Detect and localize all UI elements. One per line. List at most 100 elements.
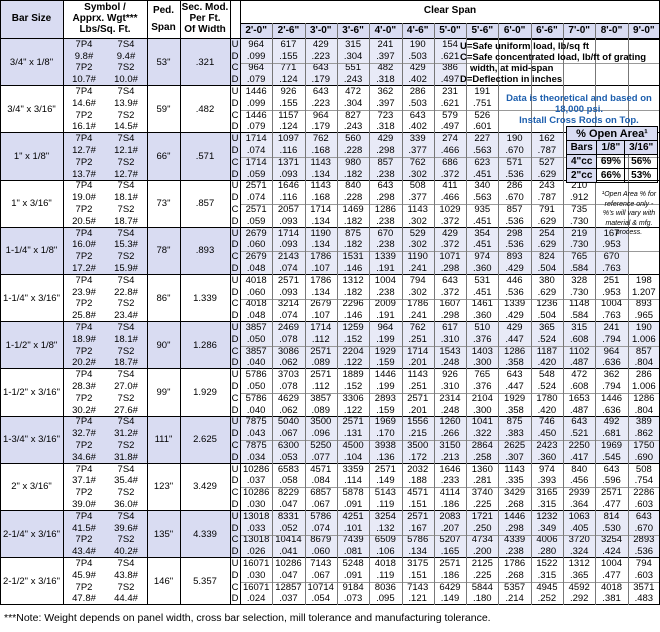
grid-line — [433, 23, 435, 606]
value: 1646 — [272, 180, 305, 193]
open-area-cell: 56% — [624, 154, 658, 169]
symbol: 9.4# — [105, 50, 147, 63]
open-area-row: 4"cc 69% 56% — [565, 154, 658, 169]
symbol: 40.2# — [105, 546, 147, 559]
value: 5207 — [433, 534, 467, 547]
grid-line — [240, 251, 660, 253]
value: .466 — [433, 145, 467, 157]
value: .862 — [627, 428, 660, 441]
grid-line — [240, 23, 660, 24]
value: 3857 — [240, 345, 273, 358]
value: .300 — [466, 404, 499, 417]
value: .315 — [530, 499, 564, 511]
value: 389 — [627, 416, 660, 429]
value: 2104 — [466, 393, 499, 405]
sec-mod: .321 — [180, 39, 230, 87]
ped-span: 146" — [147, 558, 180, 606]
value: .524 — [530, 334, 564, 346]
value: 560 — [336, 133, 370, 146]
value: 198 — [627, 275, 660, 287]
value: .191 — [369, 310, 402, 323]
value: .099 — [240, 50, 273, 63]
value: 3214 — [272, 298, 305, 311]
value: .487 — [563, 404, 596, 417]
value: .621 — [433, 50, 467, 63]
line-label: U — [230, 416, 240, 429]
value: 2939 — [563, 487, 596, 500]
value: .104 — [336, 452, 370, 464]
ped-span: 78" — [147, 227, 180, 275]
value: 4945 — [530, 581, 564, 594]
value: 167 — [595, 227, 628, 240]
symbol: 7P4 — [63, 322, 105, 334]
value: 2571 — [336, 416, 370, 429]
value: 1446 — [240, 109, 273, 122]
line-label: D — [230, 334, 240, 346]
span-header: 3'-6" — [336, 24, 370, 38]
bar-size: 1-3/4" x 3/16" — [0, 416, 63, 464]
value: 1714 — [240, 133, 273, 146]
sec-mod: .857 — [180, 180, 230, 228]
value: 429 — [433, 227, 467, 240]
grid-line — [240, 204, 660, 206]
value: 190 — [498, 133, 531, 146]
value: 1312 — [336, 275, 370, 287]
symbol: 7P2 — [63, 487, 105, 500]
symbol: 7S4 — [105, 463, 147, 476]
value: 5844 — [466, 581, 499, 594]
value: 1148 — [563, 298, 596, 311]
note: ***Note: Weight depends on panel width, … — [4, 612, 491, 625]
value: 840 — [563, 463, 596, 476]
value: .074 — [272, 310, 305, 323]
value: 1004 — [595, 298, 628, 311]
value: 508 — [627, 463, 660, 476]
value: 3740 — [466, 487, 499, 500]
symbol: 7S4 — [105, 369, 147, 382]
line-label: C — [230, 534, 240, 547]
value: 2571 — [433, 558, 467, 570]
value: 1286 — [627, 393, 660, 405]
span-header: 2'-0" — [240, 24, 273, 38]
line-label: C — [230, 487, 240, 500]
value: .074 — [240, 145, 273, 157]
value: 3150 — [433, 440, 467, 452]
value: .258 — [466, 452, 499, 464]
grid-line — [304, 23, 306, 606]
grid-line — [240, 393, 660, 394]
header-cell: Sec. Mod. — [181, 2, 229, 13]
open-area-row: 2"cc 66% 53% — [565, 168, 658, 183]
value: .079 — [240, 74, 273, 87]
value: 9184 — [336, 581, 370, 594]
sec-mod: 3.429 — [180, 463, 230, 511]
value: .238 — [498, 546, 531, 559]
value: 1714 — [401, 345, 434, 358]
open-area-cell: 69% — [596, 154, 626, 169]
value: 1721 — [466, 511, 499, 523]
value: .238 — [369, 168, 402, 181]
value: .601 — [466, 121, 499, 134]
symbol: 35.4# — [105, 475, 147, 488]
value: .360 — [466, 310, 499, 323]
value: 2250 — [563, 440, 596, 452]
span-header: 3'-0" — [304, 24, 337, 38]
value: 1446 — [595, 393, 628, 405]
value: 3720 — [563, 534, 596, 547]
value: .953 — [595, 286, 628, 299]
value: 2571 — [240, 180, 273, 193]
value: .603 — [627, 499, 660, 511]
value: 508 — [401, 180, 434, 193]
symbol: 27.0# — [105, 381, 147, 393]
symbol: 7S4 — [105, 180, 147, 193]
line-label: U — [230, 322, 240, 334]
value: .377 — [401, 192, 434, 205]
value: .134 — [401, 546, 434, 559]
value: .155 — [272, 50, 305, 63]
value: .207 — [433, 522, 467, 535]
value: 974 — [530, 463, 564, 476]
symbol: 7P4 — [63, 275, 105, 287]
value: 2125 — [466, 558, 499, 570]
header-cell: Bar Size — [0, 0, 63, 38]
value: 1446 — [369, 369, 402, 382]
line-label: D — [230, 570, 240, 582]
value: .122 — [336, 357, 370, 370]
